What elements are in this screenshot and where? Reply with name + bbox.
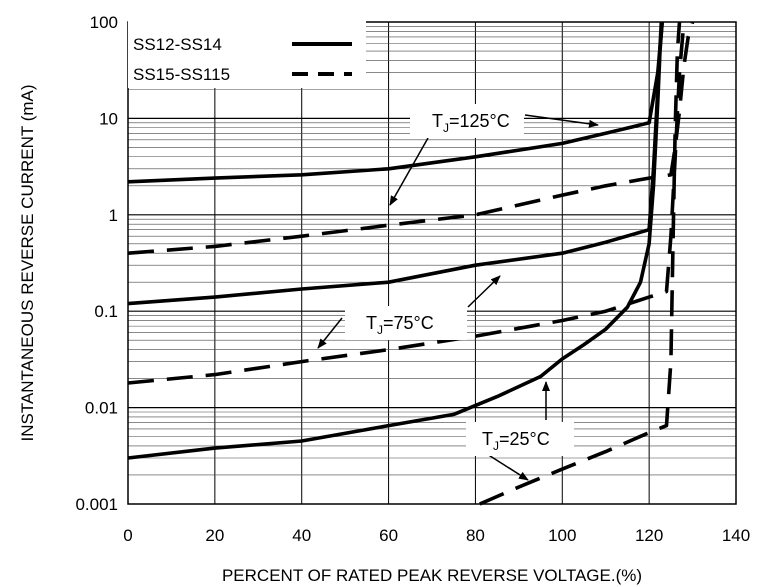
- x-tick-label: 0: [123, 526, 132, 545]
- series-ss12-ss14-125c: [127, 21, 664, 184]
- annotation-arrows: [317, 114, 599, 481]
- y-tick-labels: 0.001 0.01 0.1 1 10 100: [75, 13, 118, 514]
- legend-box: [128, 20, 366, 88]
- y-tick-label: 0.1: [94, 302, 118, 321]
- x-tick-label: 140: [722, 526, 750, 545]
- ann-25-label: TJ=25°C: [482, 429, 550, 453]
- y-tick-label: 10: [99, 109, 118, 128]
- arrow-75-up: [467, 275, 501, 308]
- ann-25-bg: [466, 422, 574, 456]
- x-tick-label: 80: [466, 526, 485, 545]
- legend-label-ss12-ss14: SS12-SS14: [133, 35, 222, 54]
- arrow-125-left: [389, 137, 429, 206]
- ann-75-bg: [345, 306, 467, 340]
- arrow-75-down: [317, 317, 343, 349]
- plot-frame: [127, 21, 737, 505]
- legend: SS12-SS14 SS15-SS115: [128, 20, 366, 88]
- y-tick-label: 1: [109, 206, 118, 225]
- arrow-25-down: [486, 453, 529, 481]
- legend-label-ss15-ss115: SS15-SS115: [133, 65, 230, 84]
- arrow-125-right: [524, 114, 599, 128]
- y-tick-label: 100: [90, 13, 118, 32]
- series-lines: [127, 21, 695, 506]
- x-tick-label: 60: [379, 526, 398, 545]
- series-ss15-ss115-25c: [479, 21, 682, 506]
- y-tick-label: 0.01: [85, 399, 118, 418]
- y-axis-title: INSTANTANEOUS REVERSE CURRENT (mA): [18, 84, 37, 441]
- x-tick-labels: 0 20 40 60 80 100 120 140: [123, 526, 750, 545]
- ann-75-label: TJ=75°C: [366, 313, 434, 337]
- ann-125-label: TJ=125°C: [432, 111, 510, 135]
- x-axis-title: PERCENT OF RATED PEAK REVERSE VOLTAGE.(%…: [222, 566, 642, 585]
- x-tick-label: 20: [205, 526, 224, 545]
- series-ss12-ss14-25c: [127, 21, 664, 460]
- x-tick-label: 40: [292, 526, 311, 545]
- annotation-labels: TJ=125°C TJ=75°C TJ=25°C: [345, 104, 574, 456]
- y-tick-label: 0.001: [75, 495, 118, 514]
- ann-125-bg: [410, 104, 524, 138]
- x-tick-label: 100: [548, 526, 576, 545]
- x-tick-label: 120: [635, 526, 663, 545]
